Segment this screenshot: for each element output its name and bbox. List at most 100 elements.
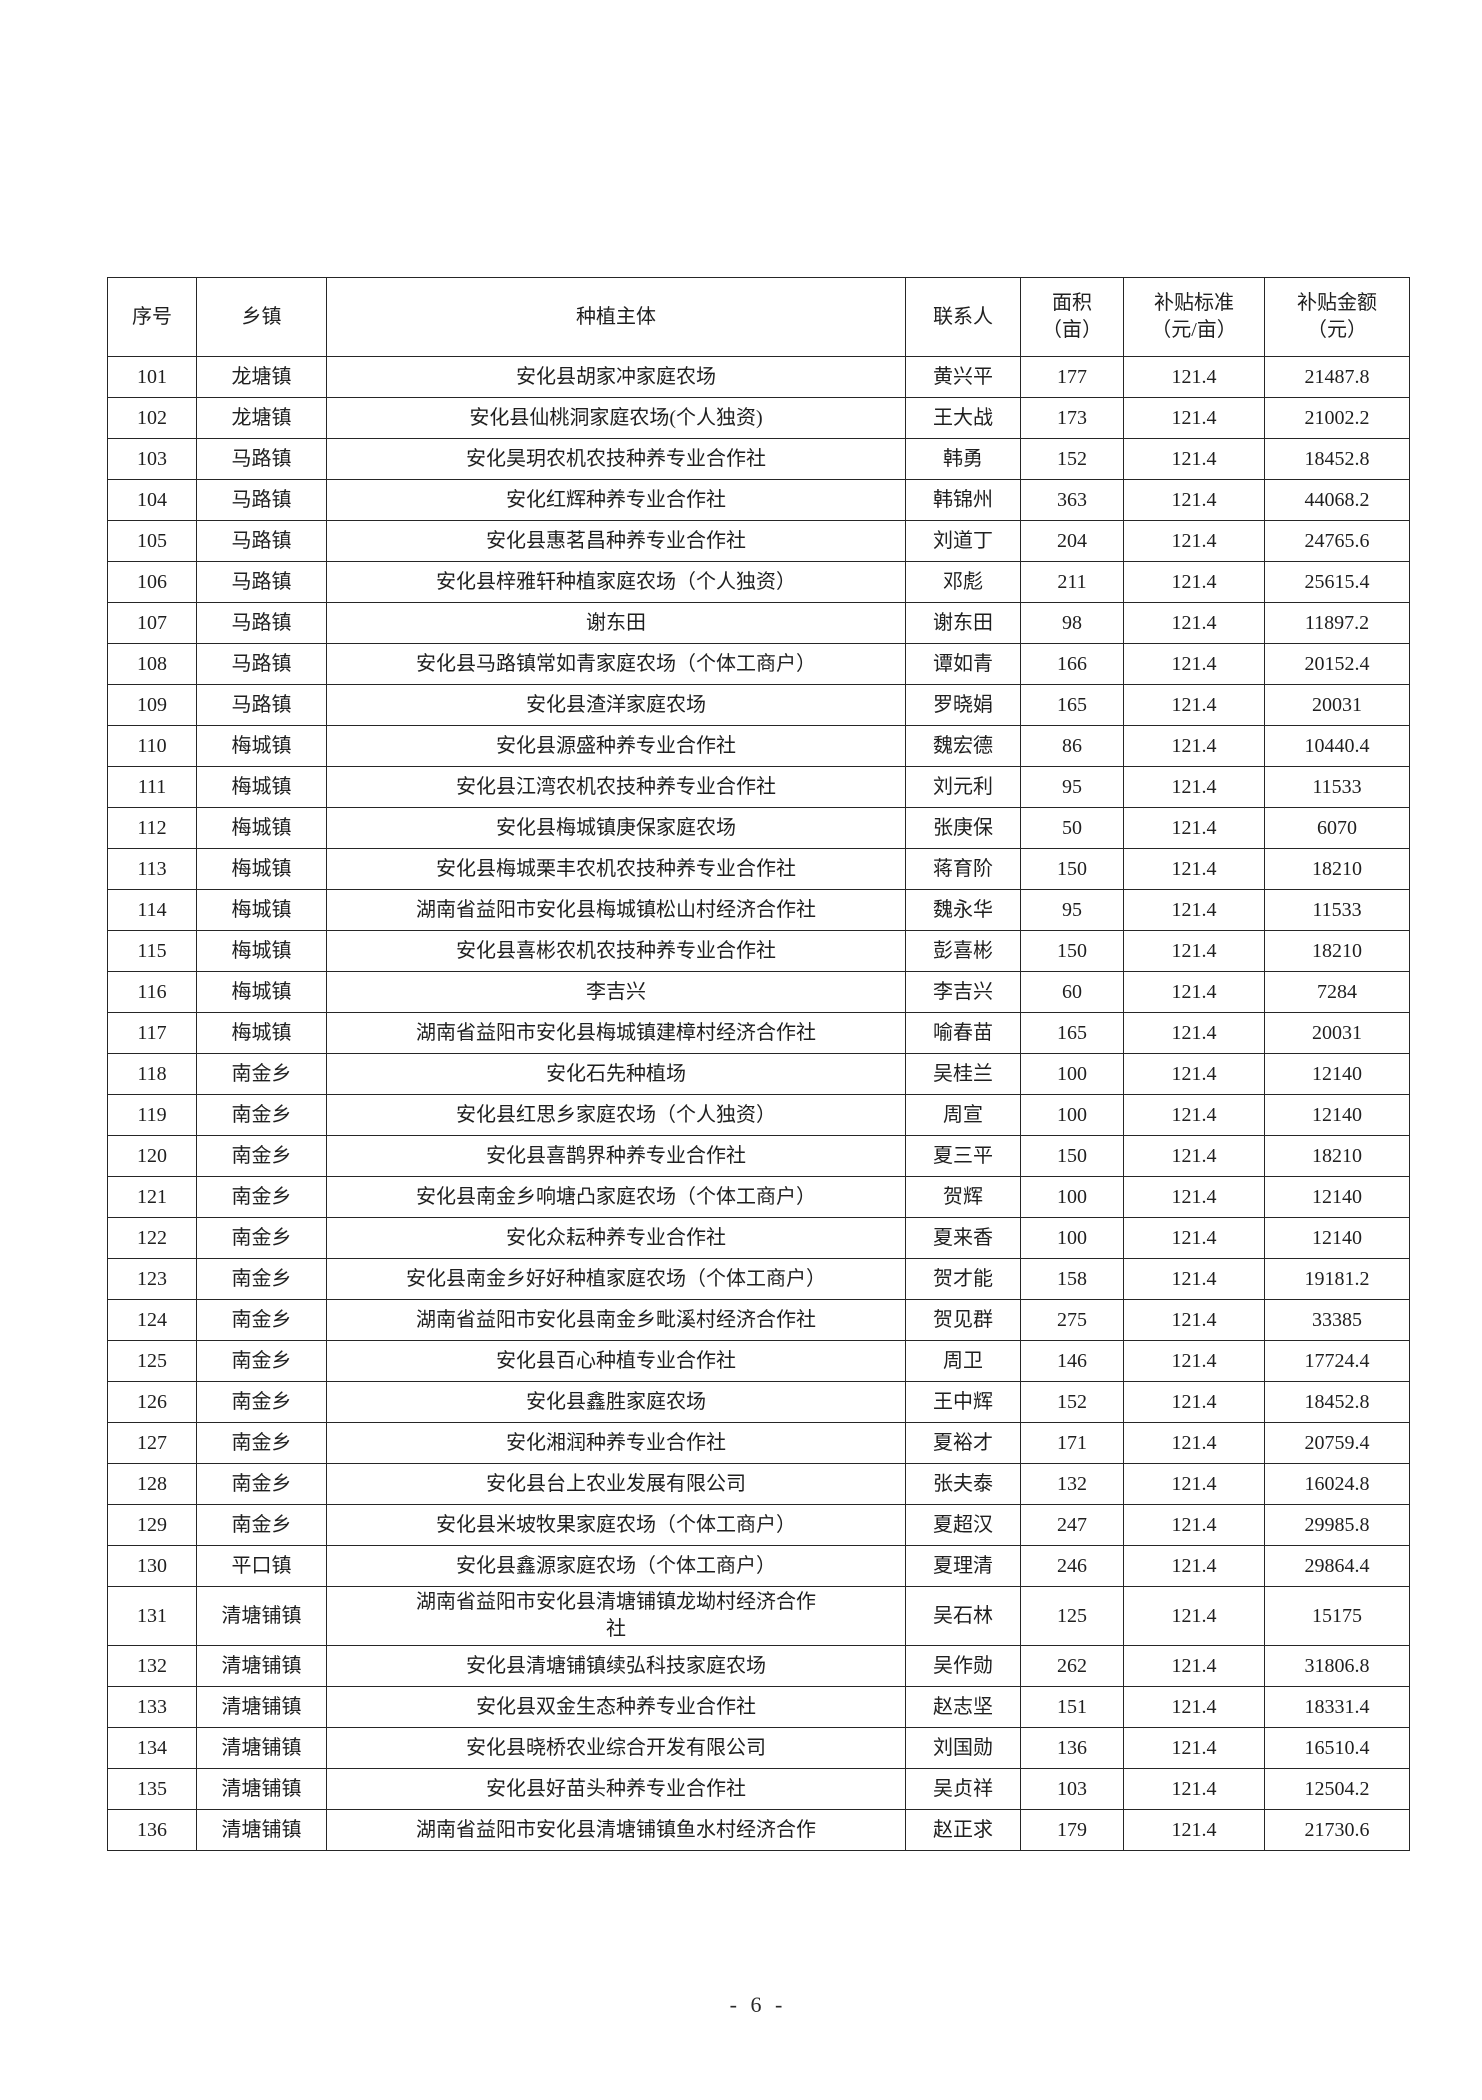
col-header-index: 序号 xyxy=(107,277,197,357)
cell-entity: 安化昊玥农机农技种养专业合作社 xyxy=(326,438,906,480)
cell-amount: 29985.8 xyxy=(1264,1504,1410,1546)
table-row: 122 南金乡 安化众耘种养专业合作社 夏来香 100 121.4 12140 xyxy=(107,1217,1410,1259)
cell-rate: 121.4 xyxy=(1123,1053,1265,1095)
cell-rate: 121.4 xyxy=(1123,930,1265,972)
cell-town: 清塘铺镇 xyxy=(196,1645,327,1687)
cell-index: 110 xyxy=(107,725,197,767)
cell-area: 50 xyxy=(1020,807,1124,849)
cell-area: 146 xyxy=(1020,1340,1124,1382)
table-row: 112 梅城镇 安化县梅城镇庚保家庭农场 张庚保 50 121.4 6070 xyxy=(107,807,1410,849)
cell-area: 152 xyxy=(1020,438,1124,480)
cell-contact: 贺才能 xyxy=(905,1258,1021,1300)
cell-index: 115 xyxy=(107,930,197,972)
cell-contact: 吴石林 xyxy=(905,1586,1021,1646)
cell-index: 108 xyxy=(107,643,197,685)
cell-rate: 121.4 xyxy=(1123,725,1265,767)
cell-entity: 湖南省益阳市安化县梅城镇建樟村经济合作社 xyxy=(326,1012,906,1054)
cell-entity: 湖南省益阳市安化县清塘铺镇鱼水村经济合作 xyxy=(326,1809,906,1851)
cell-index: 117 xyxy=(107,1012,197,1054)
cell-area: 136 xyxy=(1020,1727,1124,1769)
cell-index: 134 xyxy=(107,1727,197,1769)
table-row: 117 梅城镇 湖南省益阳市安化县梅城镇建樟村经济合作社 喻春苗 165 121.4 200… xyxy=(107,1012,1410,1054)
cell-rate: 121.4 xyxy=(1123,766,1265,808)
table-row: 133 清塘铺镇 安化县双金生态种养专业合作社 赵志坚 151 121.4 18331.4 xyxy=(107,1686,1410,1728)
cell-amount: 33385 xyxy=(1264,1299,1410,1341)
cell-rate: 121.4 xyxy=(1123,602,1265,644)
cell-rate: 121.4 xyxy=(1123,479,1265,521)
cell-amount: 12504.2 xyxy=(1264,1768,1410,1810)
cell-entity: 安化县渣洋家庭农场 xyxy=(326,684,906,726)
cell-rate: 121.4 xyxy=(1123,1258,1265,1300)
cell-entity: 湖南省益阳市安化县南金乡毗溪村经济合作社 xyxy=(326,1299,906,1341)
cell-amount: 18452.8 xyxy=(1264,1381,1410,1423)
cell-entity: 安化县梅城栗丰农机农技种养专业合作社 xyxy=(326,848,906,890)
cell-contact: 赵志坚 xyxy=(905,1686,1021,1728)
cell-contact: 夏三平 xyxy=(905,1135,1021,1177)
cell-amount: 20152.4 xyxy=(1264,643,1410,685)
cell-town: 南金乡 xyxy=(196,1217,327,1259)
cell-contact: 赵正求 xyxy=(905,1809,1021,1851)
cell-area: 100 xyxy=(1020,1176,1124,1218)
cell-amount: 12140 xyxy=(1264,1053,1410,1095)
cell-town: 清塘铺镇 xyxy=(196,1686,327,1728)
table-row: 106 马路镇 安化县梓雅轩种植家庭农场（个人独资） 邓彪 211 121.4 25615.… xyxy=(107,561,1410,603)
cell-index: 114 xyxy=(107,889,197,931)
cell-contact: 李吉兴 xyxy=(905,971,1021,1013)
cell-contact: 周卫 xyxy=(905,1340,1021,1382)
cell-amount: 44068.2 xyxy=(1264,479,1410,521)
cell-town: 马路镇 xyxy=(196,643,327,685)
cell-town: 南金乡 xyxy=(196,1094,327,1136)
table-row: 111 梅城镇 安化县江湾农机农技种养专业合作社 刘元利 95 121.4 11533 xyxy=(107,766,1410,808)
cell-rate: 121.4 xyxy=(1123,1135,1265,1177)
cell-town: 马路镇 xyxy=(196,561,327,603)
cell-entity: 安化县鑫胜家庭农场 xyxy=(326,1381,906,1423)
cell-rate: 121.4 xyxy=(1123,1545,1265,1587)
cell-amount: 21002.2 xyxy=(1264,397,1410,439)
cell-area: 211 xyxy=(1020,561,1124,603)
cell-index: 136 xyxy=(107,1809,197,1851)
cell-entity: 安化县鑫源家庭农场（个体工商户） xyxy=(326,1545,906,1587)
cell-town: 梅城镇 xyxy=(196,889,327,931)
cell-rate: 121.4 xyxy=(1123,643,1265,685)
cell-town: 清塘铺镇 xyxy=(196,1768,327,1810)
table-row: 135 清塘铺镇 安化县好苗头种养专业合作社 吴贞祥 103 121.4 12504.2 xyxy=(107,1768,1410,1810)
cell-town: 龙塘镇 xyxy=(196,397,327,439)
page-number: - 6 - xyxy=(729,1992,787,2017)
cell-contact: 王中辉 xyxy=(905,1381,1021,1423)
cell-rate: 121.4 xyxy=(1123,1809,1265,1851)
table-row: 103 马路镇 安化昊玥农机农技种养专业合作社 韩勇 152 121.4 18452.8 xyxy=(107,438,1410,480)
cell-index: 116 xyxy=(107,971,197,1013)
cell-area: 100 xyxy=(1020,1094,1124,1136)
cell-contact: 刘道丁 xyxy=(905,520,1021,562)
cell-amount: 20759.4 xyxy=(1264,1422,1410,1464)
cell-contact: 夏来香 xyxy=(905,1217,1021,1259)
cell-rate: 121.4 xyxy=(1123,1586,1265,1646)
cell-area: 173 xyxy=(1020,397,1124,439)
cell-index: 131 xyxy=(107,1586,197,1646)
cell-town: 南金乡 xyxy=(196,1135,327,1177)
col-header-rate: 补贴标准 （元/亩） xyxy=(1123,277,1265,357)
cell-rate: 121.4 xyxy=(1123,1094,1265,1136)
col-header-town: 乡镇 xyxy=(196,277,327,357)
cell-index: 130 xyxy=(107,1545,197,1587)
cell-contact: 张夫泰 xyxy=(905,1463,1021,1505)
cell-area: 95 xyxy=(1020,889,1124,931)
cell-index: 123 xyxy=(107,1258,197,1300)
table-row: 118 南金乡 安化石先种植场 吴桂兰 100 121.4 12140 xyxy=(107,1053,1410,1095)
cell-entity: 李吉兴 xyxy=(326,971,906,1013)
cell-index: 102 xyxy=(107,397,197,439)
cell-amount: 20031 xyxy=(1264,1012,1410,1054)
cell-amount: 31806.8 xyxy=(1264,1645,1410,1687)
cell-contact: 邓彪 xyxy=(905,561,1021,603)
cell-index: 107 xyxy=(107,602,197,644)
cell-town: 南金乡 xyxy=(196,1504,327,1546)
table-row: 113 梅城镇 安化县梅城栗丰农机农技种养专业合作社 蒋育阶 150 121.4 18210 xyxy=(107,848,1410,890)
cell-area: 262 xyxy=(1020,1645,1124,1687)
cell-entity: 安化湘润种养专业合作社 xyxy=(326,1422,906,1464)
cell-entity: 湖南省益阳市安化县清塘铺镇龙坳村经济合作 社 xyxy=(326,1586,906,1646)
cell-amount: 18210 xyxy=(1264,848,1410,890)
cell-index: 126 xyxy=(107,1381,197,1423)
cell-index: 132 xyxy=(107,1645,197,1687)
cell-entity: 安化县百心种植专业合作社 xyxy=(326,1340,906,1382)
table-row: 134 清塘铺镇 安化县晓桥农业综合开发有限公司 刘国勋 136 121.4 16510.4 xyxy=(107,1727,1410,1769)
